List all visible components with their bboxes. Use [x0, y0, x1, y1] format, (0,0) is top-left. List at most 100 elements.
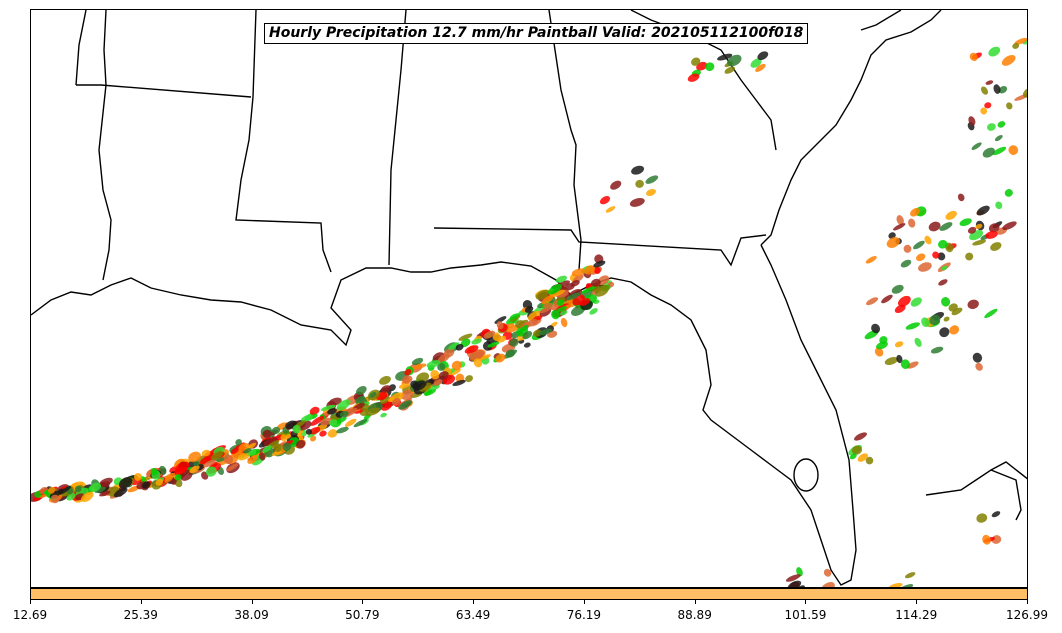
- paintball-blob: [452, 379, 466, 386]
- state-border: [235, 10, 332, 273]
- paintball-blob: [556, 306, 567, 313]
- paintball-blob: [982, 147, 995, 158]
- paintball-blob: [503, 349, 518, 359]
- paintball-blob: [189, 465, 200, 474]
- colorbar-tick-mark: [583, 600, 585, 604]
- paintball-blob: [705, 62, 715, 72]
- colorbar-tick-mark: [694, 600, 696, 604]
- paintball-blob: [416, 372, 430, 383]
- paintball-blob: [465, 375, 473, 383]
- paintball-blob: [1014, 37, 1027, 45]
- paintball-blob: [174, 474, 182, 481]
- paintball-blob: [849, 453, 857, 460]
- paintball-blob: [541, 295, 554, 305]
- paintball-blob: [892, 223, 906, 231]
- paintball-blob: [930, 346, 944, 354]
- atlantic-coastline: [760, 10, 942, 246]
- paintball-blob: [392, 397, 401, 406]
- paintball-blob: [796, 567, 803, 577]
- state-border: [548, 10, 582, 271]
- paintball-blob: [327, 429, 338, 438]
- paintball-blob: [519, 324, 529, 332]
- paintball-blob: [336, 426, 349, 434]
- paintball-blob: [631, 165, 645, 175]
- paintball-blob: [437, 363, 446, 371]
- lake-okeechobee: [793, 458, 819, 492]
- paintball-blob: [448, 342, 460, 350]
- paintball-blob: [581, 286, 596, 294]
- paintball-blob: [58, 485, 72, 495]
- paintball-blob: [992, 146, 1007, 156]
- paintball-blob: [282, 442, 292, 452]
- paintball-blob: [980, 107, 988, 115]
- paintball-blob: [433, 379, 443, 386]
- map-panel: Hourly Precipitation 12.7 mm/hr Paintbal…: [30, 9, 1028, 588]
- paintball-blob: [929, 314, 941, 326]
- paintball-blob: [635, 179, 644, 188]
- paintball-blob: [296, 439, 306, 449]
- paintball-blob: [957, 193, 965, 202]
- paintball-blob: [750, 58, 762, 68]
- paintball-blob: [483, 330, 496, 339]
- paintball-blob: [564, 283, 575, 291]
- paintball-blob: [118, 476, 133, 489]
- paintball-blob: [881, 294, 893, 304]
- paintball-blob: [188, 451, 201, 463]
- paintball-blob: [939, 222, 953, 231]
- paintball-blob: [610, 180, 622, 190]
- paintball-blob: [941, 297, 951, 307]
- paintball-blob: [871, 323, 881, 334]
- paintball-blob: [629, 197, 645, 207]
- paintball-blob: [411, 357, 424, 366]
- paintball-blob: [199, 456, 210, 465]
- state-border: [860, 10, 902, 31]
- paintball-blob: [984, 308, 998, 319]
- paintball-blob: [913, 240, 925, 250]
- paintball-blob: [941, 265, 948, 271]
- paintball-blob: [951, 307, 963, 316]
- colorbar-tick-mark: [251, 600, 253, 604]
- paintball-blob: [329, 419, 338, 426]
- paintball-blob: [972, 352, 983, 363]
- precipitation-paintballs: [31, 37, 1027, 587]
- paintball-blob: [259, 452, 266, 461]
- colorbar-tick-label: 88.89: [677, 608, 712, 622]
- colorbar-tick-mark: [916, 600, 918, 604]
- paintball-blob: [645, 175, 659, 184]
- paintball-blob: [556, 299, 565, 306]
- paintball-blob: [590, 278, 601, 287]
- paintball-blob: [305, 428, 312, 435]
- paintball-blob: [937, 252, 946, 261]
- paintball-blob: [1012, 43, 1020, 49]
- paintball-blob: [997, 121, 1006, 128]
- colorbar-tick-label: 114.29: [895, 608, 938, 622]
- paintball-blob: [605, 206, 616, 213]
- paintball-blob: [921, 317, 930, 328]
- paintball-blob: [327, 408, 337, 415]
- colorbar-tick-label: 126.99: [1006, 608, 1048, 622]
- paintball-blob: [538, 328, 553, 336]
- paintball-blob: [571, 268, 586, 277]
- map-canvas: [31, 10, 1027, 587]
- paintball-blob: [965, 252, 974, 261]
- paintball-blob: [1001, 54, 1016, 66]
- paintball-blob: [300, 414, 314, 422]
- paintball-blob: [552, 289, 565, 297]
- paintball-blob: [900, 359, 911, 369]
- paintball-blob: [309, 426, 321, 435]
- paintball-blob: [438, 371, 449, 380]
- paintball-blob: [1022, 87, 1027, 98]
- paintball-blob: [379, 376, 391, 385]
- paintball-blob: [865, 456, 874, 465]
- paintball-blob: [262, 445, 272, 453]
- paintball-blob: [551, 309, 560, 320]
- paintball-blob: [353, 419, 368, 428]
- paintball-blob: [589, 308, 598, 315]
- paintball-blob: [785, 574, 801, 582]
- colorbar: [30, 588, 1028, 600]
- paintball-blob: [851, 445, 863, 455]
- paintball-blob: [201, 449, 211, 457]
- paintball-blob: [355, 385, 367, 396]
- paintball-blob: [447, 368, 461, 377]
- paintball-blob: [496, 321, 504, 330]
